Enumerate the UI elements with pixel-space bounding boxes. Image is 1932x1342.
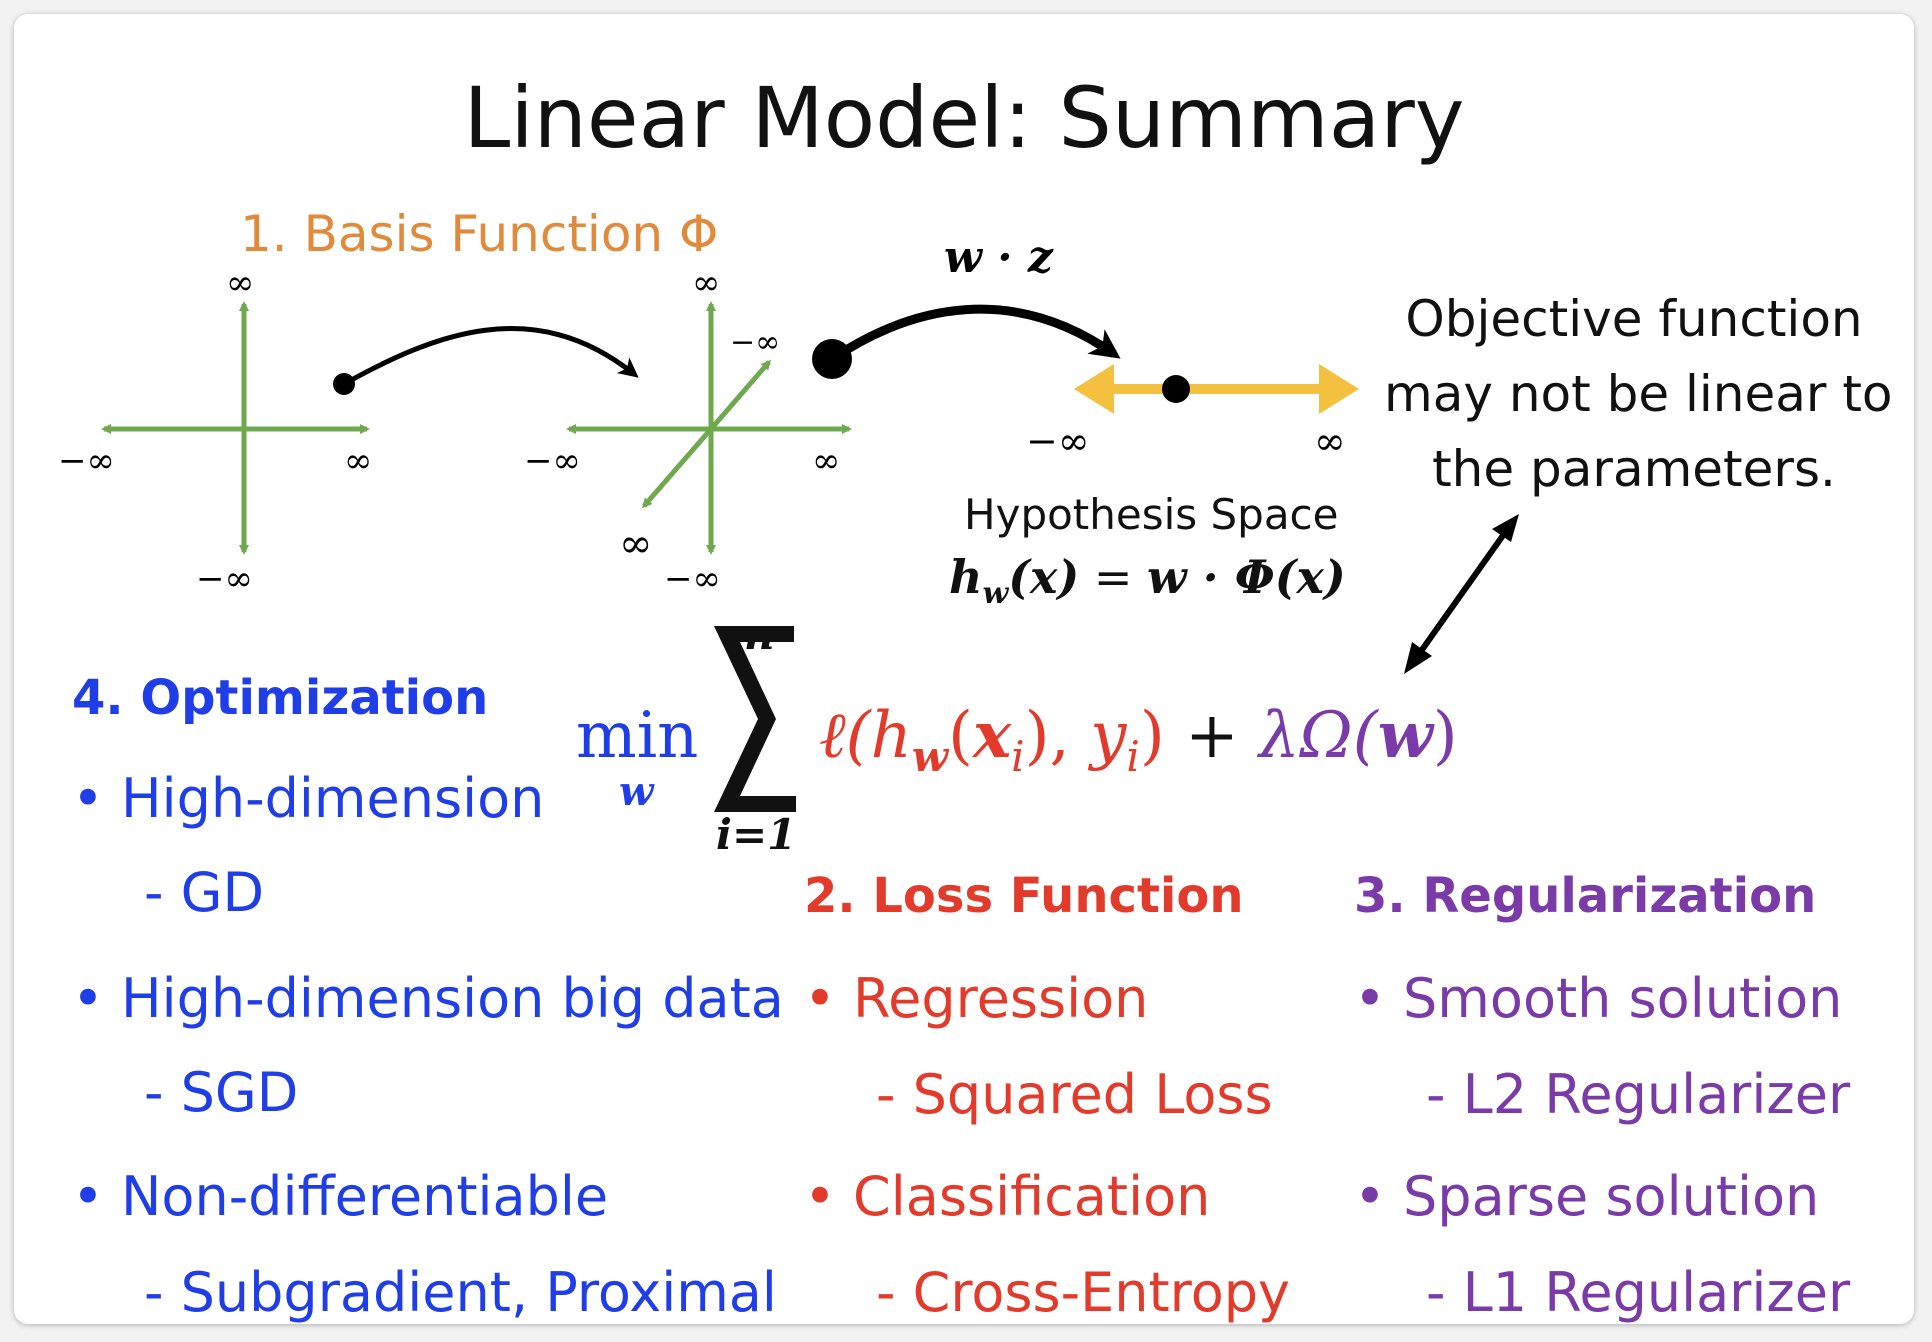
optimization-item: • Non-differentiable — [72, 1165, 609, 1228]
objective-note-line2: may not be linear to — [1384, 365, 1893, 423]
neg-inf-label: −∞ — [1026, 419, 1090, 463]
hypothesis-formula: hw(x) = w · Φ(x) — [949, 550, 1346, 612]
mapping-label: w · z — [944, 232, 1053, 283]
hypothesis-line — [1074, 364, 1359, 414]
map-arrow-1 — [342, 326, 639, 387]
sum-upper: n — [744, 610, 775, 659]
neg-inf-label: −∞ — [58, 441, 115, 481]
loss-item: • Classification — [804, 1165, 1211, 1228]
neg-inf-label: −∞ — [730, 325, 781, 360]
inf-label: ∞ — [226, 263, 255, 303]
slide: Linear Model: Summary — [14, 14, 1914, 1324]
objective-formula: ℓ(hw(xi), yi) + λΩ(w) — [819, 698, 1458, 781]
optimization-sub-item: - GD — [144, 861, 265, 924]
optimization-item: • High-dimension — [72, 767, 545, 830]
loss-item: • Regression — [804, 967, 1149, 1030]
regularizer-term: λΩ(w) — [1259, 698, 1458, 773]
neg-inf-label: −∞ — [196, 559, 253, 599]
optimization-item: • High-dimension big data — [72, 967, 784, 1030]
slide-title: Linear Model: Summary — [463, 69, 1465, 167]
loss-term: ℓ(hw(xi), yi) — [819, 698, 1165, 781]
objective-link-arrow — [1404, 514, 1519, 674]
regularization-heading: 3. Regularization — [1354, 868, 1817, 924]
regularization-item: • Sparse solution — [1354, 1165, 1820, 1228]
neg-inf-label: −∞ — [524, 441, 581, 481]
inf-label: ∞ — [692, 263, 721, 303]
optimization-heading: 4. Optimization — [72, 670, 489, 726]
sum-lower: i=1 — [716, 810, 797, 859]
inf-label: ∞ — [344, 441, 373, 481]
loss-sub-item: - Squared Loss — [876, 1063, 1273, 1126]
basis-function-label: 1. Basis Function Φ — [240, 205, 719, 263]
inf-label: ∞ — [1314, 419, 1346, 463]
map-arrow-2 — [829, 304, 1121, 363]
objective-note-line1: Objective function — [1405, 290, 1863, 348]
min-operator: min — [576, 699, 699, 773]
regularization-item: • Smooth solution — [1354, 967, 1843, 1030]
loss-sub-item: - Cross-Entropy — [876, 1261, 1290, 1324]
basis-diagram — [101, 301, 1519, 812]
optimization-sub-item: - Subgradient, Proximal — [144, 1261, 777, 1324]
inf-label: ∞ — [812, 441, 841, 481]
min-subscript: w — [619, 768, 654, 815]
objective-note-line3: the parameters. — [1432, 440, 1836, 498]
regularization-sub-item: - L1 Regularizer — [1426, 1261, 1851, 1324]
axes-3d — [566, 301, 852, 555]
axes-2d — [101, 301, 370, 555]
hypothesis-space-label: Hypothesis Space — [964, 490, 1339, 539]
neg-inf-label: −∞ — [664, 559, 721, 599]
optimization-sub-item: - SGD — [144, 1061, 299, 1124]
regularization-sub-item: - L2 Regularizer — [1426, 1063, 1851, 1126]
inf-label: ∞ — [619, 521, 653, 567]
loss-function-heading: 2. Loss Function — [804, 868, 1244, 924]
